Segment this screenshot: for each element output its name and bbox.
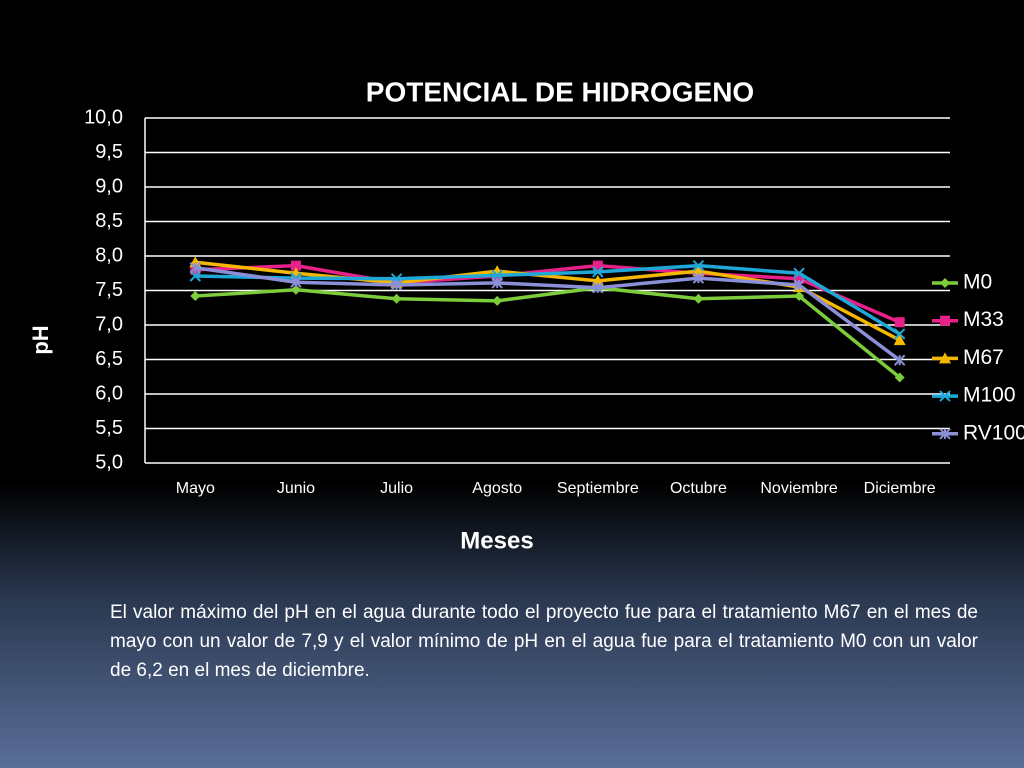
legend-marker	[939, 352, 951, 364]
chart-title: POTENCIAL DE HIDROGENO	[366, 76, 754, 107]
x-tick-label: Mayo	[176, 480, 215, 497]
x-tick-label: Junio	[277, 480, 315, 497]
legend-label: RV100	[963, 421, 1024, 444]
marker-stroke	[189, 270, 202, 282]
series-line	[195, 263, 901, 336]
x-tick-label: Octubre	[670, 480, 727, 497]
data-point	[290, 260, 301, 271]
legend-label: M100	[963, 384, 1016, 407]
data-point	[893, 334, 906, 346]
data-point	[793, 267, 805, 279]
y-tick-label: 6,5	[95, 348, 123, 370]
marker-stroke	[592, 266, 604, 278]
data-point	[290, 276, 302, 288]
y-tick-label: 8,5	[95, 210, 123, 232]
y-tick-label: 5,0	[95, 451, 123, 473]
data-point	[692, 272, 705, 284]
marker-stroke	[692, 259, 705, 272]
x-axis-label: Meses	[460, 527, 533, 554]
series-line	[195, 285, 901, 379]
legend-label: M0	[963, 271, 992, 294]
data-point	[591, 274, 604, 286]
data-point	[391, 293, 402, 304]
legend-marker	[939, 390, 951, 402]
data-point	[793, 279, 805, 291]
marker-stroke	[893, 328, 906, 340]
data-point	[491, 277, 503, 289]
x-tick-label: Noviembre	[760, 480, 837, 497]
y-axis-label: pH	[28, 325, 53, 354]
data-point	[592, 266, 604, 278]
y-tick-label: 8,0	[95, 244, 123, 266]
data-point	[894, 317, 905, 328]
x-tick-label: Diciembre	[864, 480, 936, 497]
data-point	[794, 291, 805, 302]
y-tick-label: 10,0	[84, 106, 123, 128]
legend-label: M33	[963, 308, 1004, 331]
data-point	[189, 262, 202, 274]
data-point	[692, 265, 705, 277]
x-tick-label: Septiembre	[557, 480, 639, 497]
data-point	[693, 293, 704, 304]
series-line	[195, 263, 901, 324]
caption: El valor máximo del pH en el agua durant…	[110, 602, 978, 681]
y-tick-label: 6,0	[95, 382, 123, 404]
data-point	[190, 291, 201, 302]
data-point	[692, 259, 705, 272]
x-tick-label: Julio	[380, 480, 413, 497]
marker-stroke	[939, 390, 951, 402]
data-point	[390, 279, 403, 291]
legend-label: M67	[963, 346, 1004, 369]
legend-marker	[939, 428, 951, 440]
data-point	[893, 328, 906, 340]
marker-stroke	[793, 267, 805, 279]
data-point	[189, 270, 202, 282]
data-point	[893, 354, 906, 366]
legend-marker	[940, 278, 950, 288]
y-tick-label: 7,5	[95, 279, 123, 301]
x-tick-label: Agosto	[472, 480, 522, 497]
y-tick-label: 9,5	[95, 141, 123, 163]
data-point	[492, 295, 503, 306]
data-point	[290, 284, 301, 295]
data-point	[894, 372, 905, 383]
y-tick-label: 7,0	[95, 313, 123, 335]
data-point	[592, 260, 603, 271]
data-point	[794, 273, 805, 284]
data-point	[592, 282, 604, 294]
y-tick-label: 5,5	[95, 417, 123, 439]
series-line	[195, 265, 901, 362]
y-tick-label: 9,0	[95, 175, 123, 197]
legend-marker	[940, 315, 950, 326]
